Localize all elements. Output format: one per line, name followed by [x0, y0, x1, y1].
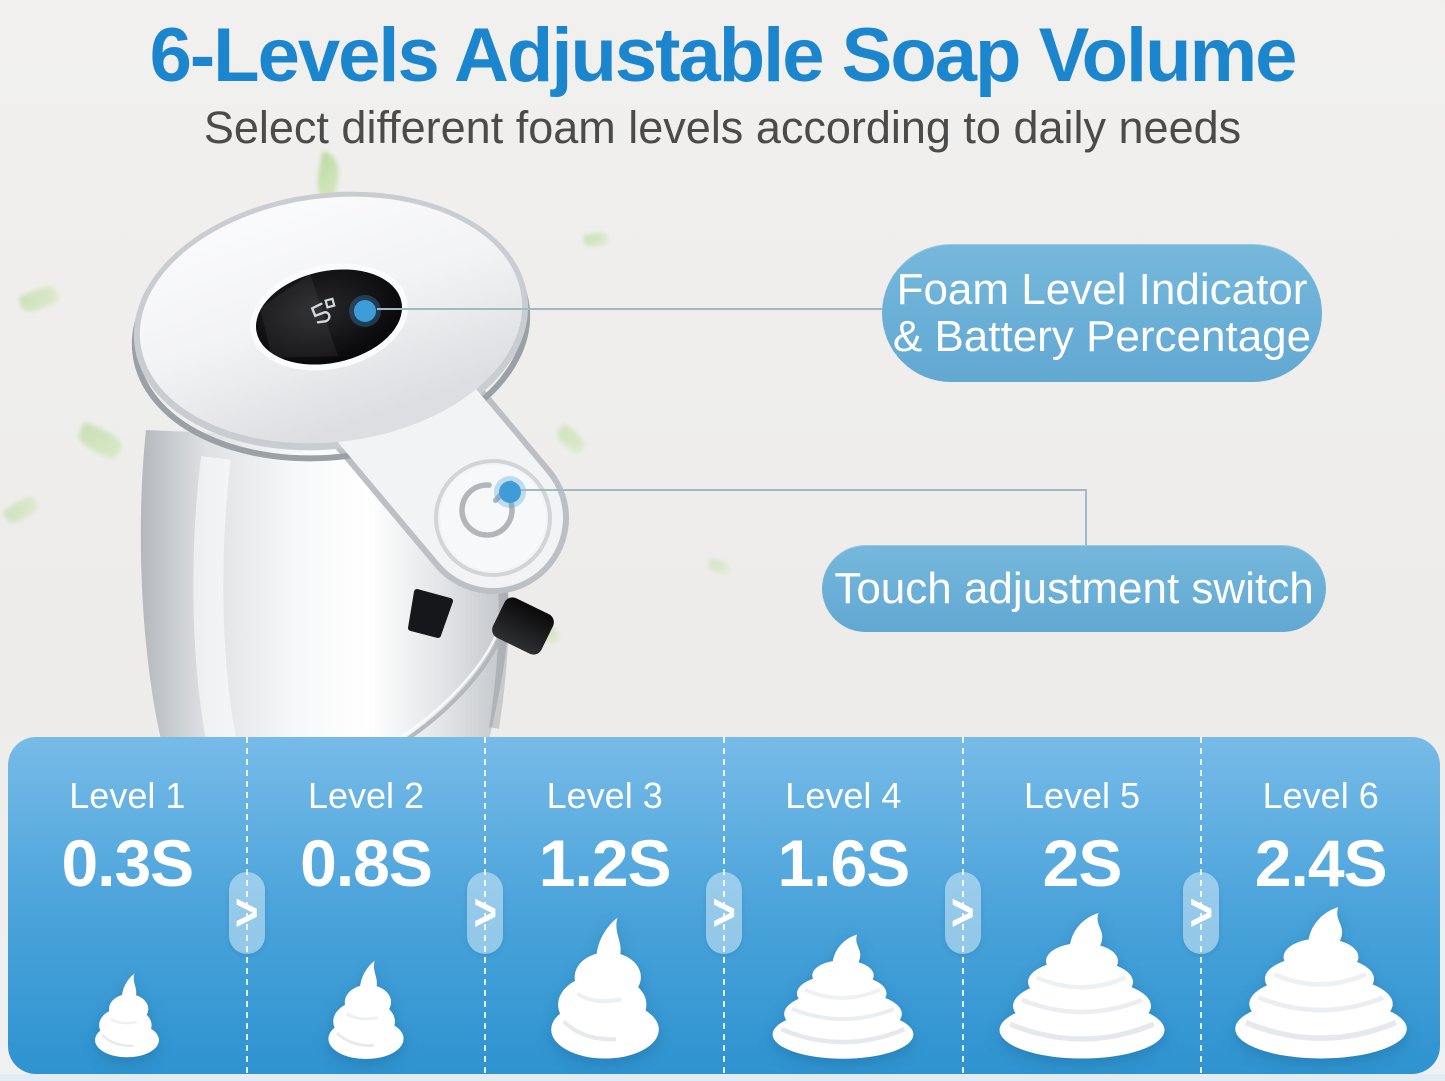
callout-touch-adjustment-switch: Touch adjustment switch [822, 545, 1326, 632]
callout-text: & Battery Percentage [892, 312, 1312, 361]
chevron-right-icon: > [467, 872, 504, 954]
level-column: Level 5 2S [963, 737, 1202, 1074]
page-title: 6-Levels Adjustable Soap Volume [149, 13, 1298, 98]
callout-anchor-dot [494, 476, 526, 508]
callout-text: Foam Level Indicator [896, 265, 1308, 314]
chevron-glyph: > [950, 883, 975, 941]
chevron-right-icon: > [706, 872, 742, 954]
foam-icon [536, 908, 674, 1060]
callout-text: Touch adjustment switch [834, 564, 1314, 613]
level-time: 2S [1042, 826, 1123, 900]
foam-icon [326, 959, 406, 1060]
column-divider [723, 737, 725, 1074]
foam-icon [759, 932, 927, 1060]
level-label: Level 6 [1262, 775, 1379, 816]
chevron-right-icon: > [944, 872, 981, 954]
level-label: Level 4 [785, 775, 902, 816]
column-divider [245, 737, 248, 1074]
palm-frond-shadow [905, 0, 1445, 10]
level-label: Level 1 [69, 775, 186, 816]
palm-frond-shadow [905, 0, 1445, 7]
level-label: Level 5 [1023, 775, 1141, 816]
level-column: Level 6 2.4S [1201, 737, 1440, 1074]
foam-icon [94, 972, 161, 1059]
level-time: 0.3S [61, 826, 194, 900]
level-time: 2.4S [1254, 826, 1388, 900]
segment-digit-glyph [310, 297, 336, 324]
column-divider [1200, 737, 1203, 1074]
callout-foam-level-indicator: Foam Level Indicator & Battery Percentag… [882, 244, 1322, 382]
leaf-decoration [1, 491, 41, 529]
connector-line-display [377, 308, 884, 310]
leaf-decoration [17, 280, 61, 318]
chevron-glyph: > [473, 883, 497, 941]
level-column: Level 4 1.6S [724, 737, 963, 1074]
level-time: 1.6S [777, 826, 910, 900]
foam-icon [1215, 904, 1427, 1060]
soap-dispenser-illustration [131, 191, 569, 747]
column-divider [484, 737, 487, 1074]
level-column: Level 3 1.2S [485, 737, 724, 1074]
led-display [250, 263, 408, 371]
chevron-right-icon: > [1183, 872, 1220, 954]
callout-anchor-dot [349, 295, 381, 327]
level-label: Level 2 [307, 775, 425, 816]
column-divider [961, 737, 964, 1074]
level-time: 1.2S [538, 826, 672, 900]
foam-levels-panel: Level 1 0.3S Level 2 0.8S Level 3 1.2S L… [8, 737, 1440, 1074]
leaf-decoration [582, 228, 610, 251]
connector-line-switch [1085, 489, 1087, 547]
level-time: 0.8S [300, 826, 433, 900]
chevron-glyph: > [1189, 883, 1213, 941]
chevron-glyph: > [712, 883, 736, 941]
leaf-decoration [707, 558, 731, 576]
page-subtitle: Select different foam levels according t… [203, 102, 1242, 153]
foam-icon [988, 910, 1176, 1060]
bottom-margin-strip [0, 1074, 1445, 1081]
level-label: Level 3 [546, 775, 663, 816]
nozzle [408, 589, 554, 655]
connector-line-switch [521, 489, 1087, 491]
level-column: Level 2 0.8S [247, 737, 486, 1074]
level-column: Level 1 0.3S [8, 737, 247, 1074]
chevron-glyph: > [234, 883, 259, 941]
palm-frond-shadow [969, 0, 1445, 4]
chevron-right-icon: > [228, 872, 265, 954]
